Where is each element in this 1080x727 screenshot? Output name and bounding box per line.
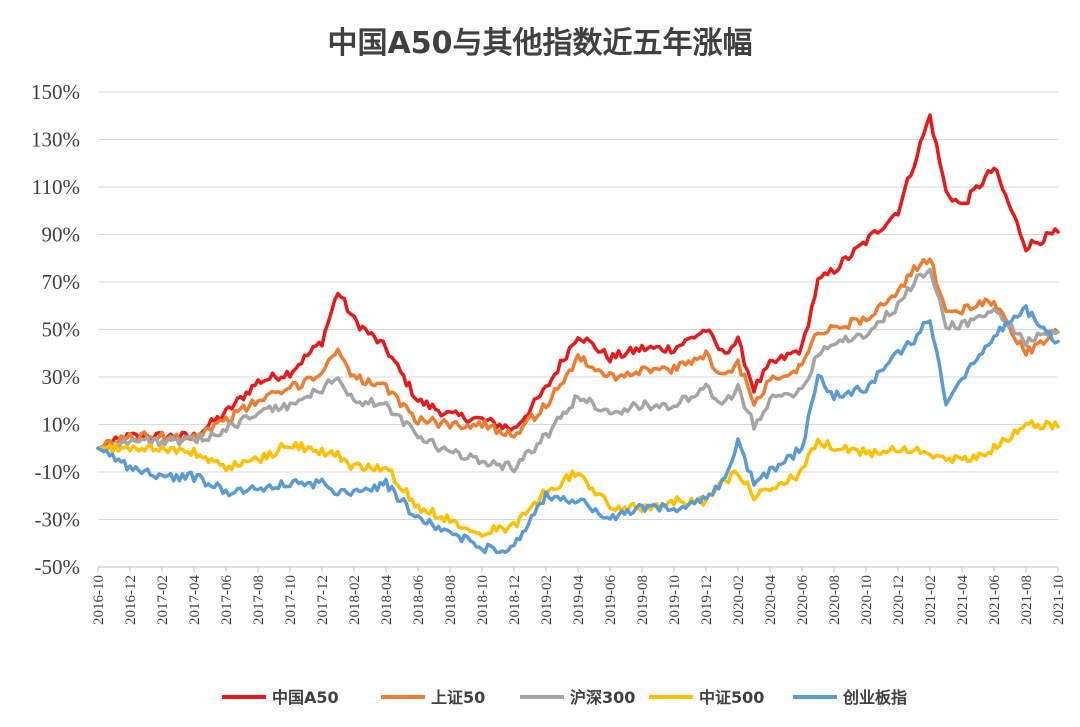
legend-label: 上证50 xyxy=(431,688,485,707)
y-tick-label: 130% xyxy=(31,128,80,152)
chart-title: 中国A50与其他指数近五年涨幅 xyxy=(327,26,753,61)
x-tick-label: 2019-10 xyxy=(667,575,683,625)
series-line-4 xyxy=(96,304,1060,555)
x-tick-label: 2017-06 xyxy=(219,575,235,625)
x-tick-label: 2020-08 xyxy=(827,575,843,625)
legend: 中国A50 上证50 沪深300 中证500 创业板指 xyxy=(222,688,907,707)
x-tick-label: 2020-10 xyxy=(859,575,875,625)
x-tick-label: 2020-04 xyxy=(763,575,779,625)
y-tick-label: 50% xyxy=(42,318,81,342)
legend-label: 创业板指 xyxy=(842,688,907,707)
y-tick-label: -10% xyxy=(35,460,81,484)
series-lines xyxy=(96,113,1060,555)
y-tick-label: 150% xyxy=(31,80,80,104)
legend-label: 沪深300 xyxy=(570,688,635,707)
y-tick-label: 90% xyxy=(42,223,81,247)
x-tick-label: 2020-12 xyxy=(891,575,907,625)
y-axis-ticks: 150% 130% 110% 90% 70% 50% 30% 10% -10% -30% -50% xyxy=(31,80,80,579)
series-line-3 xyxy=(96,419,1060,538)
legend-label: 中证500 xyxy=(699,688,764,707)
y-tick-label: 70% xyxy=(42,270,81,294)
x-tick-label: 2019-06 xyxy=(603,575,619,625)
x-tick-label: 2020-06 xyxy=(795,575,811,625)
x-tick-label: 2018-06 xyxy=(411,575,427,625)
x-tick-label: 2020-02 xyxy=(731,575,747,625)
series-line-2 xyxy=(96,267,1060,474)
x-tick-label: 2017-08 xyxy=(251,575,267,625)
x-tick-label: 2021-10 xyxy=(1051,575,1067,625)
x-tick-label: 2017-10 xyxy=(283,575,299,625)
series-line-1 xyxy=(96,257,1060,451)
x-tick-label: 2018-12 xyxy=(507,575,523,625)
y-tick-label: 110% xyxy=(32,175,80,199)
x-tick-label: 2019-12 xyxy=(699,575,715,625)
x-tick-label: 2018-04 xyxy=(379,575,395,625)
y-tick-label: 30% xyxy=(42,365,81,389)
x-tick-label: 2016-12 xyxy=(123,575,139,625)
x-tick-label: 2021-04 xyxy=(955,575,971,625)
x-tick-label: 2019-08 xyxy=(635,575,651,625)
y-tick-label: 10% xyxy=(42,413,81,437)
x-tick-label: 2016-10 xyxy=(91,575,107,625)
x-tick-label: 2017-04 xyxy=(187,575,203,625)
x-tick-label: 2021-02 xyxy=(923,575,939,625)
x-axis-ticks: 2016-10 2016-12 2017-02 2017-04 2017-06 2017-… xyxy=(91,566,1067,625)
x-tick-label: 2017-12 xyxy=(315,575,331,625)
legend-label: 中国A50 xyxy=(272,688,339,707)
x-tick-label: 2017-02 xyxy=(155,575,171,625)
x-tick-label: 2021-06 xyxy=(987,575,1003,625)
x-tick-label: 2019-04 xyxy=(571,575,587,625)
x-tick-label: 2018-02 xyxy=(347,575,363,625)
x-tick-label: 2019-02 xyxy=(539,575,555,625)
series-line-0 xyxy=(96,113,1060,451)
x-tick-label: 2021-08 xyxy=(1019,575,1035,625)
x-tick-label: 2018-08 xyxy=(443,575,459,625)
x-tick-label: 2018-10 xyxy=(475,575,491,625)
y-tick-label: -50% xyxy=(35,555,81,579)
y-tick-label: -30% xyxy=(35,508,81,532)
